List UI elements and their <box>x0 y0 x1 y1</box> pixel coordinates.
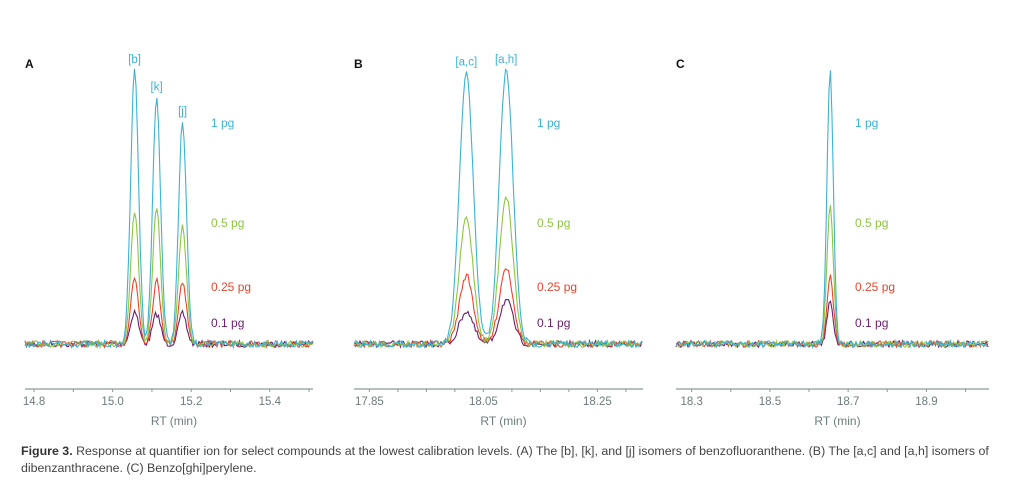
panel-label: A <box>25 57 34 71</box>
trace-1pg <box>24 68 314 349</box>
x-axis-label: RT (min) <box>480 414 526 428</box>
series-label: 0.1 pg <box>211 316 244 330</box>
trace-1pg <box>675 70 989 350</box>
x-tick-label: 18.25 <box>583 396 612 408</box>
panel-label: C <box>676 57 685 71</box>
peak-label: [a,h] <box>495 54 517 66</box>
series-label: 0.25 pg <box>211 280 251 294</box>
figure-caption: Figure 3. Response at quantifier ion for… <box>21 443 991 477</box>
series-label: 0.5 pg <box>211 216 244 230</box>
peak-label: [a,c] <box>455 57 477 69</box>
x-axis-label: RT (min) <box>151 414 197 428</box>
x-tick-label: 18.5 <box>759 396 781 408</box>
series-label: 1 pg <box>855 116 878 130</box>
x-tick-label: 18.7 <box>837 396 859 408</box>
series-label: 0.1 pg <box>537 316 570 330</box>
trace-01pg <box>675 300 989 349</box>
series-label: 0.5 pg <box>537 216 570 230</box>
x-tick-label: 15.4 <box>259 396 282 408</box>
panel-c: C 0.1 pg 0.25 pg 0.5 pg 1 pg 18.3 18.5 18.7 18.9… <box>675 57 989 428</box>
x-tick-label: 18.3 <box>680 396 702 408</box>
series-label: 0.1 pg <box>855 316 888 330</box>
trace-025pg <box>24 276 314 349</box>
series-label: 1 pg <box>537 116 560 130</box>
series-label: 0.25 pg <box>537 280 577 294</box>
panel-b: B 0.1 pg 0.25 pg 0.5 pg 1 pg [a,c] [a,h] 17.85 1… <box>353 54 643 428</box>
x-tick-label: 17.85 <box>355 396 384 408</box>
trace-025pg <box>353 268 643 349</box>
peak-label: [b] <box>128 54 141 66</box>
x-tick-label: 14.8 <box>23 396 45 408</box>
panel-a: A 0.1 pg 0.25 pg 0.5 pg 1 pg [b] [k] [j] 14.8 15.… <box>23 54 314 428</box>
series-label: 0.5 pg <box>855 216 888 230</box>
x-tick-label: 15.2 <box>180 396 202 408</box>
trace-05pg <box>675 205 989 349</box>
caption-text: Response at quantifier ion for select co… <box>21 444 989 475</box>
peak-label: [k] <box>151 81 163 93</box>
series-label: 1 pg <box>211 116 234 130</box>
series-label: 0.25 pg <box>855 280 895 294</box>
x-tick-label: 18.9 <box>915 396 937 408</box>
panel-label: B <box>354 57 363 71</box>
x-tick-label: 15.0 <box>101 396 123 408</box>
trace-1pg <box>353 68 642 349</box>
caption-label: Figure 3. <box>21 444 73 458</box>
x-tick-label: 18.05 <box>469 396 498 408</box>
x-axis-label: RT (min) <box>814 414 860 428</box>
trace-05pg <box>24 208 314 350</box>
peak-label: [j] <box>178 106 187 118</box>
